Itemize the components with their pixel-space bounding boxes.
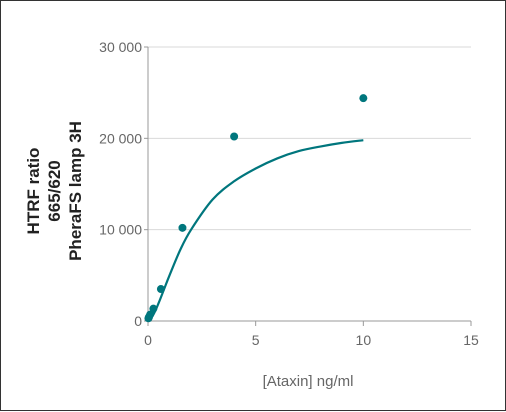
fit-curve-layer xyxy=(147,139,364,322)
x-tick-label-1: 5 xyxy=(252,332,260,348)
y-axis-title-line-3: PheraFS lamp 3H xyxy=(66,121,85,261)
grid-lines xyxy=(148,46,471,231)
data-point-6 xyxy=(230,132,239,141)
x-tick-label-0: 0 xyxy=(144,332,152,348)
data-point-7 xyxy=(359,94,368,103)
data-points xyxy=(144,94,368,323)
y-axis-title: HTRF ratio 665/620 PheraFS lamp 3H xyxy=(24,121,85,261)
x-axis-title: [Ataxin] ng/ml xyxy=(263,373,354,390)
x-tick-label-3: 15 xyxy=(463,332,479,348)
fit-curve-0 xyxy=(147,139,364,322)
y-tick-label-2: 20 000 xyxy=(99,130,142,146)
y-tick-label-0: 0 xyxy=(134,313,142,329)
data-point-3 xyxy=(149,304,158,313)
data-point-5 xyxy=(178,223,187,232)
data-point-2 xyxy=(146,310,155,319)
y-tick-label-3: 30 000 xyxy=(99,39,142,55)
tick-labels: 0 10 000 20 000 30 000 0 5 10 15 xyxy=(99,39,479,348)
x-tick-label-2: 10 xyxy=(356,332,372,348)
y-tick-label-1: 10 000 xyxy=(99,222,142,238)
data-point-4 xyxy=(156,285,165,294)
y-axis-title-line-2: 665/620 xyxy=(45,160,64,221)
axes xyxy=(144,46,472,326)
y-axis-title-line-1: HTRF ratio xyxy=(24,148,43,235)
